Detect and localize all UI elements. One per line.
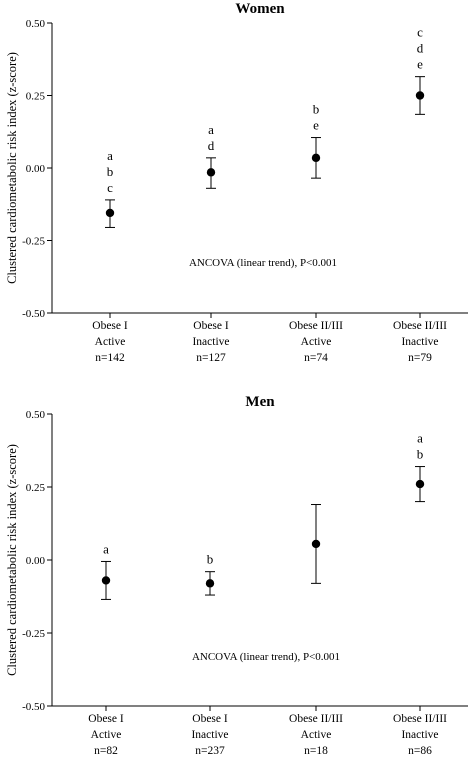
significance-letter: a [208,122,214,137]
x-category-label: Inactive [401,729,438,741]
x-category-label: n=74 [304,352,328,364]
x-category-label: Active [301,729,332,741]
annotation: ANCOVA (linear trend), P<0.001 [189,257,337,269]
x-category-label: Obese II/III [393,320,447,332]
significance-letter: a [107,148,113,163]
annotation: ANCOVA (linear trend), P<0.001 [192,651,340,663]
y-tick-label: 0.50 [26,409,46,421]
data-point [415,479,425,489]
data-point [101,576,111,585]
x-category-label: Obese I [193,320,229,332]
significance-letter: c [417,25,423,40]
x-category-label: Active [91,729,122,741]
x-category-label: Obese I [92,320,128,332]
x-category-label: Obese I [192,713,228,725]
significance-letter: b [313,102,320,117]
x-category-label: Active [301,336,332,348]
chart-title: Men [245,394,275,410]
y-axis-label: Clustered cardiometabolic risk index (z-… [5,52,19,284]
x-category-label: n=237 [195,745,225,757]
significance-letter: b [107,164,114,179]
significance-letter: d [208,138,215,153]
x-category-label: n=127 [196,352,226,364]
data-point [311,153,321,163]
y-tick-label: -0.25 [22,628,45,640]
x-category-label: n=86 [408,745,432,757]
data-point [415,91,425,100]
x-category-label: n=82 [94,745,118,757]
significance-letter: d [417,41,424,56]
x-category-label: Inactive [191,729,228,741]
x-category-label: Active [95,336,126,348]
x-category-label: n=142 [95,352,125,364]
y-tick-label: -0.50 [22,701,45,713]
significance-letter: e [313,118,319,133]
x-category-label: Inactive [192,336,229,348]
data-point [311,539,321,549]
x-category-label: Obese II/III [393,713,447,725]
data-point [206,168,216,177]
y-axis-label: Clustered cardiometabolic risk index (z-… [5,444,19,676]
significance-letter: c [107,180,113,195]
x-category-label: Obese II/III [289,713,343,725]
data-point [105,208,115,218]
x-category-label: n=18 [304,745,328,757]
y-tick-label: -0.25 [22,236,45,248]
x-category-label: Obese II/III [289,320,343,332]
significance-letter: e [417,57,423,72]
data-point [205,579,215,588]
chart-0: Women Clustered cardiometabolic risk inde… [5,1,468,364]
x-category-label: Inactive [401,336,438,348]
y-tick-label: 0.25 [26,91,46,103]
y-tick-label: 0.25 [26,482,46,494]
y-tick-label: 0.00 [26,555,46,567]
x-category-label: Obese I [88,713,124,725]
x-category-label: n=79 [408,352,432,364]
significance-letter: a [103,541,109,556]
significance-letter: a [417,431,423,446]
y-tick-label: 0.50 [26,18,46,30]
significance-letter: b [417,447,424,462]
y-tick-label: 0.00 [26,163,46,175]
chart-1: Men Clustered cardiometabolic risk index … [5,394,468,757]
chart-title: Women [235,1,285,17]
y-tick-label: -0.50 [22,308,45,320]
significance-letter: b [207,552,214,567]
